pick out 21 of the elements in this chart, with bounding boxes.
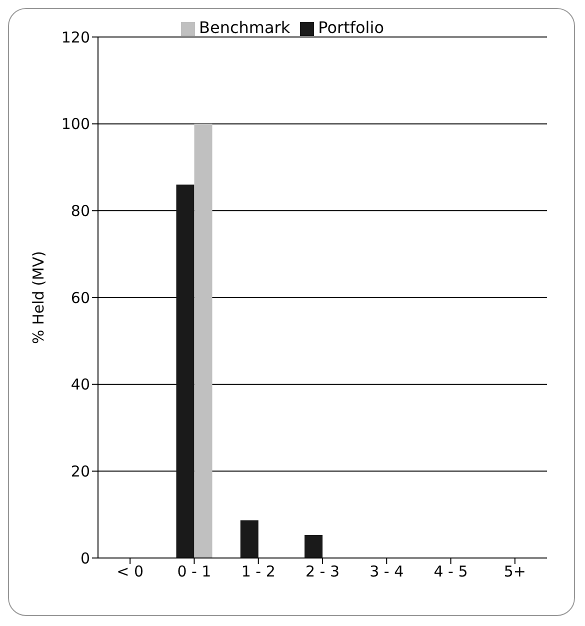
y-tick-label: 40	[70, 376, 90, 394]
bar	[304, 534, 323, 558]
x-tick-label: 2 - 3	[305, 562, 340, 581]
x-tick-label: 4 - 5	[434, 562, 468, 581]
x-tick-label: < 0	[116, 562, 144, 581]
y-tick-label: 80	[70, 202, 90, 220]
bar	[240, 520, 258, 558]
y-axis-title: % Held (MV)	[29, 251, 48, 344]
y-tick-label: 20	[70, 462, 90, 480]
bar	[176, 184, 194, 558]
y-tick-label: 60	[70, 288, 90, 307]
legend-label: Benchmark	[199, 18, 290, 37]
x-tick-label: 3 - 4	[370, 562, 404, 581]
y-tick-label: 0	[80, 549, 90, 568]
y-tick-label: 100	[61, 115, 90, 134]
x-tick-label: 1 - 2	[241, 562, 276, 581]
y-tick-label: 120	[61, 28, 90, 46]
bar	[194, 124, 212, 558]
legend-label: Portfolio	[318, 18, 384, 37]
x-tick-label: 5+	[504, 562, 526, 581]
x-tick-label: 0 - 1	[177, 562, 212, 581]
